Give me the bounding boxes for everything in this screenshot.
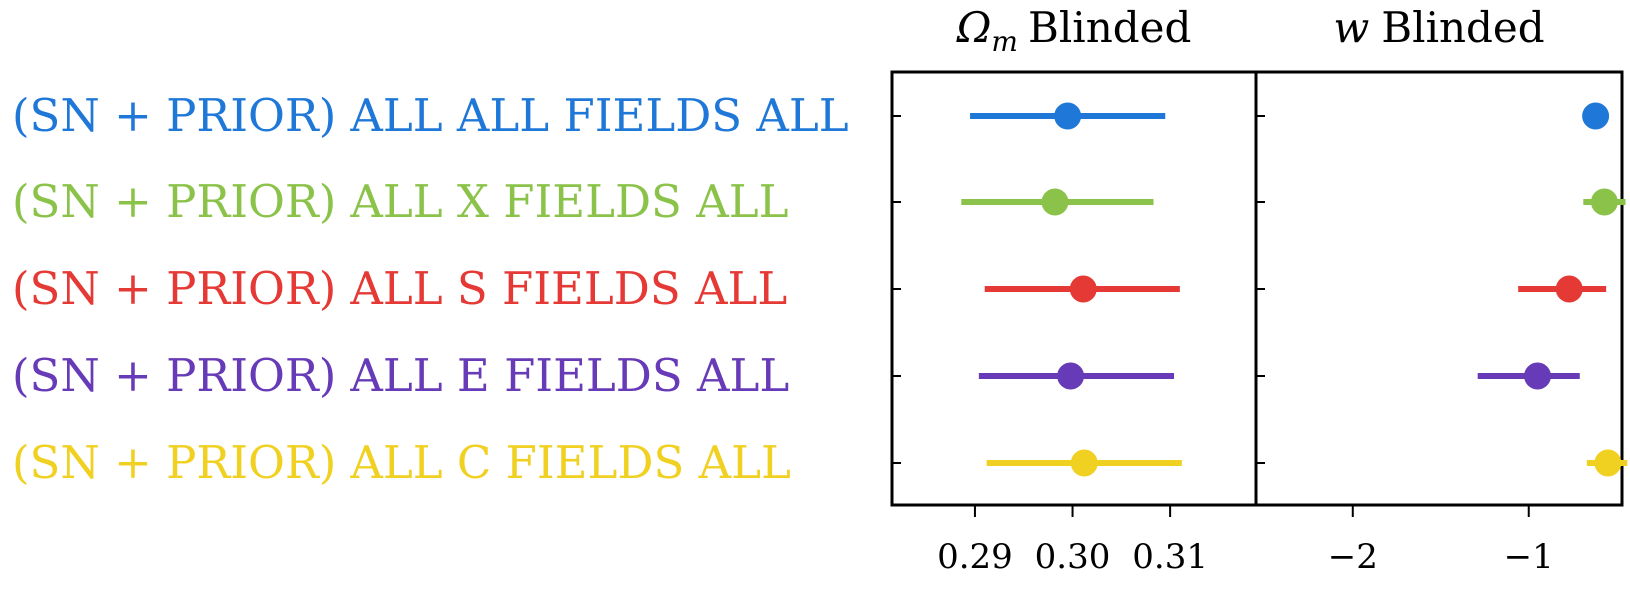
row-label: (SN + PRIOR) ALL X FIELDS ALL <box>12 175 788 228</box>
panel-title: w Blinded <box>1333 3 1544 52</box>
panel-title-text: Blinded <box>1028 3 1191 52</box>
panel-title-symbol: Ω <box>956 3 992 52</box>
panel-title-text: Blinded <box>1381 3 1544 52</box>
panel-title-symbol: w <box>1333 3 1369 52</box>
data-point <box>1054 102 1082 130</box>
data-point <box>1041 188 1069 216</box>
data-point <box>1582 102 1610 130</box>
row-label-text: ALL ALL FIELDS ALL <box>349 89 848 142</box>
data-point <box>1594 449 1622 477</box>
x-tick-label: −1 <box>1504 537 1554 577</box>
panel-2: w Blinded −2 −1 <box>1254 3 1628 577</box>
panel-1: Ωm Blinded 0.29 0.30 0.31 <box>890 3 1258 577</box>
row-label-text: ALL X FIELDS ALL <box>349 175 788 228</box>
data-point <box>1555 275 1583 303</box>
row-label: (SN + PRIOR) ALL C FIELDS ALL <box>12 436 791 489</box>
row-label-prefix: (SN + PRIOR) <box>12 175 336 228</box>
row-label-prefix: (SN + PRIOR) <box>12 262 336 315</box>
row-label: (SN + PRIOR) ALL E FIELDS ALL <box>12 349 789 402</box>
data-point <box>1590 188 1618 216</box>
row-label-prefix: (SN + PRIOR) <box>12 436 336 489</box>
row-labels: (SN + PRIOR) ALL ALL FIELDS ALL(SN + PRIO… <box>12 89 849 489</box>
x-tick-label: 0.29 <box>937 537 1013 577</box>
panel-title-subscript: m <box>991 25 1018 58</box>
row-label-text: ALL S FIELDS ALL <box>349 262 787 315</box>
data-point <box>1057 362 1085 390</box>
row-label-text: ALL E FIELDS ALL <box>349 349 789 402</box>
row-label: (SN + PRIOR) ALL ALL FIELDS ALL <box>12 89 849 142</box>
data-point <box>1524 362 1552 390</box>
panel-title: Ωm Blinded <box>956 3 1192 58</box>
row-label-prefix: (SN + PRIOR) <box>12 349 336 402</box>
data-point <box>1070 449 1098 477</box>
row-label: (SN + PRIOR) ALL S FIELDS ALL <box>12 262 787 315</box>
x-tick-label: −2 <box>1328 537 1378 577</box>
row-label-prefix: (SN + PRIOR) <box>12 89 336 142</box>
x-tick-label: 0.31 <box>1132 537 1208 577</box>
x-tick-label: 0.30 <box>1035 537 1111 577</box>
data-point <box>1069 275 1097 303</box>
row-label-text: ALL C FIELDS ALL <box>349 436 791 489</box>
